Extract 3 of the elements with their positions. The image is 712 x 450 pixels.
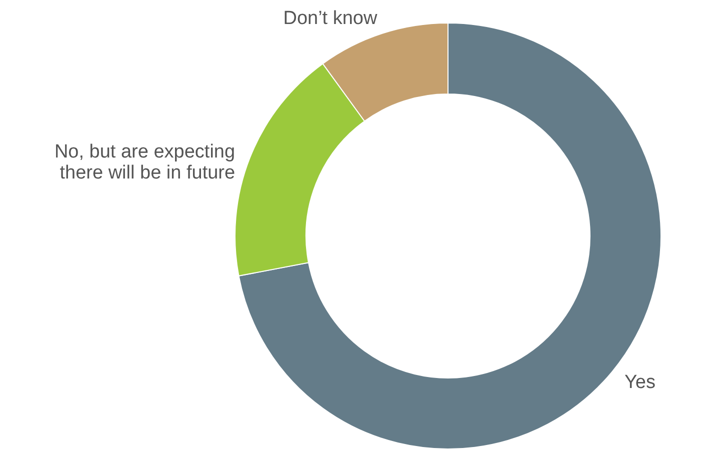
- slice-label: Don’t know: [283, 8, 378, 30]
- slice-label: Yes: [624, 372, 656, 393]
- slice-label: No, but are expecting there will be in future: [54, 142, 236, 184]
